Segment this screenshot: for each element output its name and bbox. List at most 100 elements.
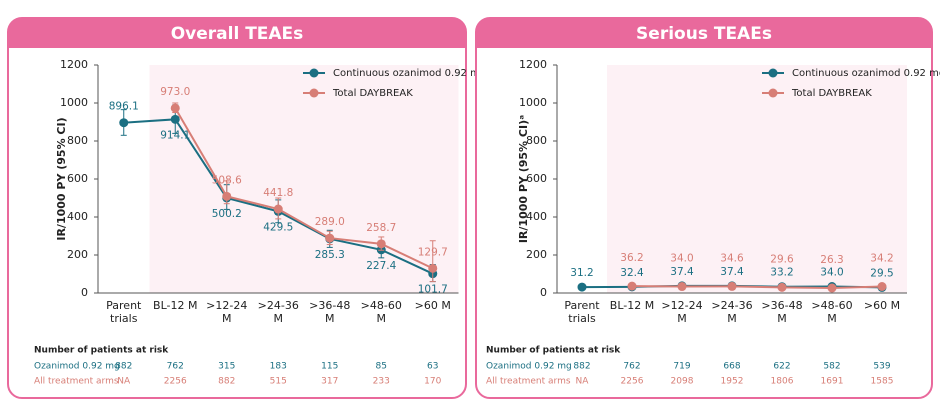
y-tick-label: 1200 [519,58,547,71]
x-tick-label: >36-48 M [761,299,803,325]
data-point [627,281,637,291]
data-label: 101.7 [418,284,448,296]
panel-header [476,18,932,48]
table-cell: 882 [115,362,132,372]
table-cell: 1585 [871,377,894,387]
legend-label: Total DAYBREAK [332,88,413,99]
data-label: 896.1 [109,101,139,113]
x-tick-label: >48-60 M [360,299,402,325]
data-label: 258.7 [366,222,396,234]
y-tick-label: 400 [67,210,88,223]
table-cell: 85 [376,362,387,372]
y-tick-label: 800 [67,134,88,147]
y-tick-label: 600 [526,172,547,185]
data-label: 29.6 [770,253,794,265]
table-cell: NA [576,377,590,387]
y-tick-label: 0 [81,286,88,299]
panel-header [8,18,466,48]
data-point [170,114,180,124]
table-cell: 2256 [164,377,187,387]
plot-background [98,65,459,293]
panel-title: Overall TEAEs [171,24,304,44]
x-tick-label: BL-12 M [153,299,198,312]
y-tick-label: 400 [526,210,547,223]
table-cell: 170 [424,377,441,387]
data-label: 34.0 [670,253,693,265]
data-label: 129.7 [418,246,448,258]
table-cell: 2256 [621,377,644,387]
y-tick-label: 200 [67,248,88,261]
table-cell: 315 [218,362,235,372]
legend-marker [309,68,319,78]
x-tick-label: >12-24 M [206,299,248,325]
table-cell: 882 [573,362,590,372]
data-label: 34.2 [870,253,893,265]
plot-background [557,65,907,293]
table-cell: 233 [373,377,390,387]
series-line [174,107,434,270]
y-tick-label: 200 [526,248,547,261]
data-label: 508.6 [212,174,242,186]
table-cell: 622 [773,362,790,372]
data-point [119,118,129,128]
series-line [631,285,883,290]
x-tick-label: Parent trials [106,299,142,325]
panel-title: Serious TEAEs [636,24,772,44]
row-label: Ozanimod 0.92 mg [34,362,120,372]
table-cell: 582 [823,362,840,372]
y-tick-label: 1000 [60,96,88,109]
x-tick-label: >24-36 M [711,299,753,325]
data-label: 429.5 [263,221,293,233]
legend-label: Total DAYBREAK [791,88,872,99]
data-label: 31.2 [570,267,593,279]
data-label: 285.3 [315,249,345,261]
table-cell: 762 [167,362,184,372]
x-tick-label: >60 M [863,299,901,312]
row-label: Ozanimod 0.92 mg [486,362,572,372]
data-point [170,103,180,113]
table-cell: 719 [673,362,690,372]
data-point [376,239,386,249]
reference-band [557,65,607,293]
table-cell: 515 [270,377,287,387]
data-point [877,282,887,292]
table-cell: 762 [623,362,640,372]
y-tick-label: 600 [67,172,88,185]
data-point [222,191,232,201]
table-cell: NA [117,377,131,387]
legend-label: Continuous ozanimod 0.92 mg [333,68,486,79]
table-cell: 1691 [821,377,844,387]
y-tick-label: 1000 [519,96,547,109]
table-cell: 882 [218,377,235,387]
legend-marker [309,88,319,98]
data-label: 441.8 [263,187,293,199]
data-point [777,282,787,292]
data-label: 33.2 [770,267,793,279]
table-cell: 63 [427,362,438,372]
table-cell: 1952 [721,377,744,387]
y-axis-label: IR/1000 PY (95% CI)ᵃ [517,115,530,243]
x-tick-label: >12-24 M [661,299,703,325]
table-cell: 115 [321,362,338,372]
table-title: Number of patients at risk [34,346,169,356]
data-point [827,283,837,293]
data-point [577,282,587,292]
table-cell: 183 [270,362,287,372]
data-label: 914.1 [160,129,190,141]
data-label: 29.5 [870,267,893,279]
data-point [428,263,438,273]
table-cell: 668 [723,362,740,372]
table-cell: 2098 [671,377,694,387]
legend-marker [768,68,778,78]
data-point [325,233,335,243]
data-label: 32.4 [620,267,644,279]
y-axis-label: IR/1000 PY (95% CI) [55,117,68,240]
y-tick-label: 800 [526,134,547,147]
row-label: All treatment arms [486,377,571,387]
reference-band [98,65,150,293]
table-cell: 539 [873,362,890,372]
legend-marker [768,88,778,98]
y-tick-label: 1200 [60,58,88,71]
x-tick-label: >48-60 M [811,299,853,325]
